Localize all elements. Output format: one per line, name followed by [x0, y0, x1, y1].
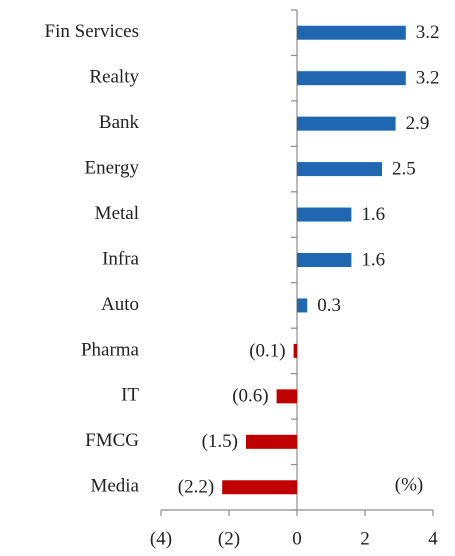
y-tick-label: Pharma: [81, 339, 140, 360]
value-label: (0.1): [249, 340, 285, 361]
value-label: (1.5): [202, 431, 238, 452]
y-tick-label: Auto: [101, 294, 139, 315]
bar: [246, 434, 297, 449]
x-tick-label: 4: [428, 528, 438, 549]
unit-label: (%): [395, 474, 423, 495]
value-label: 2.9: [406, 113, 430, 134]
value-label: 0.3: [317, 295, 341, 316]
x-tick-label: (4): [150, 528, 172, 549]
x-tick-label: (2): [218, 528, 240, 549]
bar: [293, 343, 297, 358]
y-tick-label: Fin Services: [45, 21, 139, 42]
bar: [297, 116, 396, 131]
value-label: (0.6): [232, 386, 268, 407]
bar: [297, 298, 308, 313]
y-tick-label: FMCG: [85, 430, 139, 451]
value-label: 3.2: [416, 22, 440, 43]
y-tick-label: Realty: [89, 67, 139, 88]
bar: [297, 162, 382, 177]
y-tick-label: Bank: [99, 112, 140, 133]
y-tick-label: IT: [121, 385, 139, 406]
bar: [297, 207, 352, 222]
bar: [276, 389, 297, 404]
y-tick-label: Energy: [84, 157, 139, 178]
y-tick-label: Infra: [102, 248, 139, 269]
x-tick-label: 2: [360, 528, 370, 549]
bar: [297, 253, 352, 267]
value-label: 3.2: [416, 68, 440, 89]
value-label: 1.6: [361, 249, 385, 270]
y-tick-label: Metal: [95, 203, 139, 224]
bar: [297, 71, 406, 86]
x-tick-label: 0: [292, 528, 302, 549]
bar: [222, 480, 297, 495]
value-label: 2.5: [392, 158, 416, 179]
value-label: 1.6: [361, 204, 385, 225]
bar: [297, 25, 406, 40]
y-tick-label: Media: [90, 476, 139, 497]
value-label: (2.2): [178, 477, 214, 498]
